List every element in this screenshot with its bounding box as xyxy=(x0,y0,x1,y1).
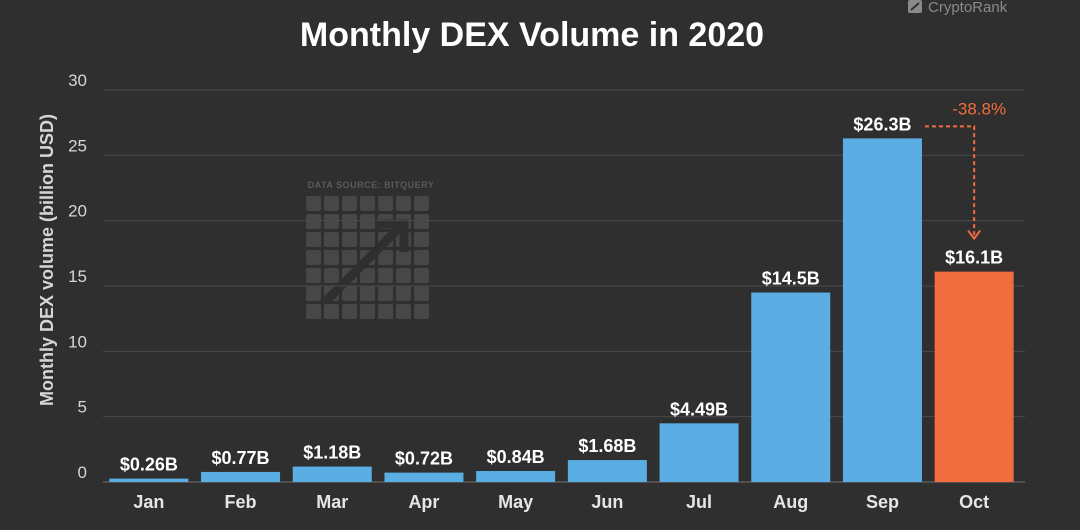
watermark-cell xyxy=(396,196,411,211)
watermark-cell xyxy=(396,268,411,283)
bar-feb xyxy=(201,471,281,482)
watermark-cell xyxy=(306,214,321,229)
x-tick-label-apr: Apr xyxy=(408,492,439,512)
bar-oct xyxy=(934,271,1014,482)
watermark-arrow-head-icon xyxy=(376,219,409,252)
watermark-cell xyxy=(360,268,375,283)
chart-title: Monthly DEX Volume in 2020 xyxy=(300,16,764,54)
x-tick-label-may: May xyxy=(498,492,533,512)
x-tick-label-jan: Jan xyxy=(133,492,164,512)
watermark-cell xyxy=(378,268,393,283)
change-arrow-head-icon xyxy=(967,230,981,241)
bar-mar xyxy=(292,466,372,482)
data-label-feb: $0.77B xyxy=(212,448,270,468)
x-axis-ticks: Jan Feb Mar Apr May Jun Jul Aug Sep Oct xyxy=(133,492,989,512)
y-tick-label: 0 xyxy=(78,463,87,482)
watermark-cell xyxy=(360,286,375,301)
y-tick-label: 25 xyxy=(68,136,87,155)
watermark-source-text: DATA SOURCE: BITQUERY xyxy=(308,180,435,190)
x-tick-label-jul: Jul xyxy=(686,492,712,512)
watermark-cell xyxy=(306,304,321,319)
watermark-cell xyxy=(378,304,393,319)
x-tick-label-aug: Aug xyxy=(773,492,808,512)
y-axis-label: Monthly DEX volume (billion USD) xyxy=(37,114,57,406)
data-label-sep: $26.3B xyxy=(853,114,911,134)
watermark-arrow-icon xyxy=(322,222,405,305)
watermark-cell xyxy=(360,232,375,247)
watermark-cell xyxy=(414,304,429,319)
watermark-cell xyxy=(414,250,429,265)
watermark-cell xyxy=(378,250,393,265)
x-tick-label-jun: Jun xyxy=(591,492,623,512)
watermark: DATA SOURCE: BITQUERY xyxy=(306,180,434,319)
bar-may xyxy=(476,471,556,482)
bar-jul xyxy=(659,423,739,482)
watermark-cell xyxy=(342,196,357,211)
data-label-apr: $0.72B xyxy=(395,449,453,469)
watermark-cell xyxy=(396,250,411,265)
watermark-cell xyxy=(414,268,429,283)
y-axis-ticks: 0 5 10 15 20 25 30 xyxy=(68,71,87,482)
watermark-cell xyxy=(414,196,429,211)
watermark-cell xyxy=(378,196,393,211)
watermark-cell xyxy=(306,232,321,247)
watermark-cell xyxy=(324,196,339,211)
y-tick-label: 30 xyxy=(68,71,87,90)
watermark-cell xyxy=(342,214,357,229)
watermark-cell xyxy=(324,250,339,265)
data-label-oct: $16.1B xyxy=(945,248,1003,268)
data-label-jan: $0.26B xyxy=(120,455,178,475)
y-tick-label: 15 xyxy=(68,267,87,286)
data-label-jul: $4.49B xyxy=(670,399,728,419)
data-labels: $0.26B $0.77B $1.18B $0.72B $0.84B $1.68B $4.4… xyxy=(120,114,1003,474)
change-arrow-line xyxy=(924,125,976,239)
watermark-cell xyxy=(306,286,321,301)
data-label-aug: $14.5B xyxy=(762,269,820,289)
change-annotation: -38.8% xyxy=(924,99,1006,241)
bar-apr xyxy=(384,472,464,482)
watermark-cell xyxy=(342,304,357,319)
bar-jan xyxy=(109,478,189,482)
watermark-cell xyxy=(414,286,429,301)
brand-logo: CryptoRank xyxy=(908,0,1008,16)
watermark-cell xyxy=(324,232,339,247)
watermark-cell xyxy=(324,214,339,229)
watermark-cell xyxy=(306,196,321,211)
data-label-may: $0.84B xyxy=(487,447,545,467)
x-tick-label-oct: Oct xyxy=(959,492,989,512)
watermark-cell xyxy=(342,232,357,247)
watermark-cell xyxy=(414,232,429,247)
y-tick-label: 5 xyxy=(78,398,87,417)
y-tick-label: 20 xyxy=(68,202,87,221)
data-label-mar: $1.18B xyxy=(303,443,361,463)
bars xyxy=(109,138,1014,482)
watermark-cell xyxy=(342,286,357,301)
watermark-cell xyxy=(306,268,321,283)
watermark-cell xyxy=(360,214,375,229)
watermark-cell xyxy=(324,268,339,283)
x-tick-label-feb: Feb xyxy=(225,492,257,512)
watermark-cell xyxy=(324,304,339,319)
bar-jun xyxy=(567,460,647,482)
bar-sep xyxy=(842,138,922,482)
watermark-cell xyxy=(396,304,411,319)
watermark-cell xyxy=(396,286,411,301)
y-tick-label: 10 xyxy=(68,332,87,351)
watermark-cell xyxy=(306,250,321,265)
watermark-cell xyxy=(378,286,393,301)
watermark-logo-icon xyxy=(306,196,429,319)
data-label-jun: $1.68B xyxy=(578,436,636,456)
brand-name: CryptoRank xyxy=(928,0,1008,16)
watermark-cell xyxy=(414,214,429,229)
x-tick-label-sep: Sep xyxy=(866,492,899,512)
watermark-cell xyxy=(360,304,375,319)
watermark-cell xyxy=(342,250,357,265)
change-label: -38.8% xyxy=(952,99,1006,118)
x-tick-label-mar: Mar xyxy=(316,492,348,512)
bar-aug xyxy=(751,292,831,482)
watermark-cell xyxy=(360,196,375,211)
